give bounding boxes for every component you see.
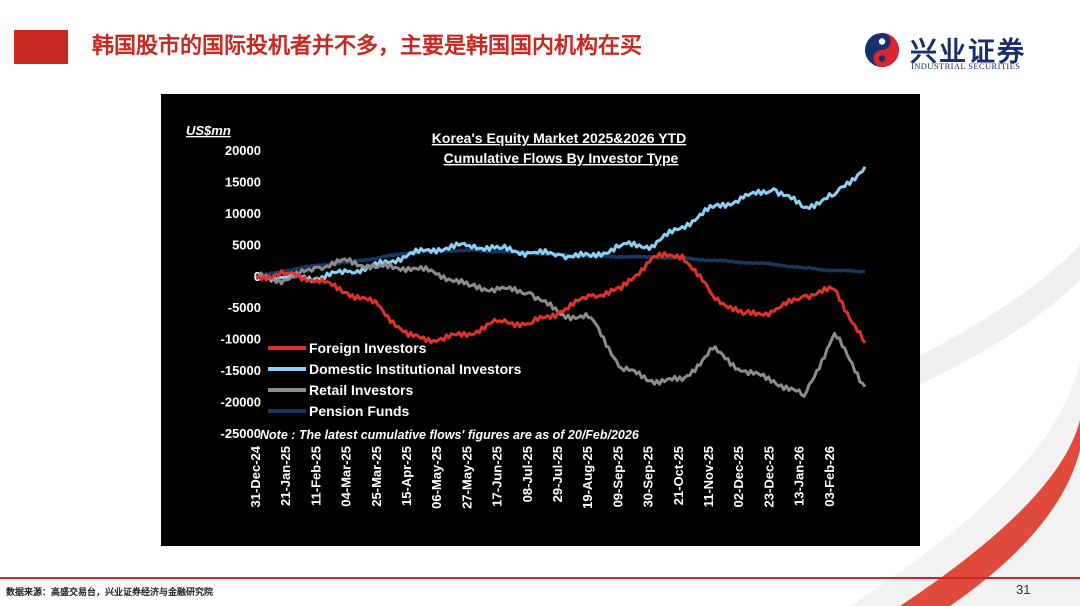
x-tick-label: 25-Mar-25 — [369, 446, 384, 507]
legend-label: Pension Funds — [309, 403, 410, 419]
slide-title: 韩国股市的国际投机者并不多，主要是韩国国内机构在买 — [92, 34, 643, 59]
x-tick-label: 27-May-25 — [459, 446, 474, 509]
x-tick-label: 19-Aug-25 — [580, 446, 595, 509]
x-tick-label: 29-Jul-25 — [550, 446, 565, 502]
x-tick-label: 09-Sep-25 — [610, 446, 625, 507]
x-tick-label: 04-Mar-25 — [339, 446, 354, 507]
x-tick-label: 21-Oct-25 — [671, 446, 686, 505]
y-tick-label: -25000 — [221, 426, 261, 441]
y-tick-label: 15000 — [225, 174, 261, 189]
x-tick-label: 02-Dec-25 — [731, 446, 746, 507]
x-tick-label: 08-Jul-25 — [520, 446, 535, 502]
x-tick-label: 15-Apr-25 — [399, 446, 414, 506]
x-tick-label: 21-Jan-25 — [278, 446, 293, 506]
data-source: 数据来源：高盛交易台，兴业证券经济与金融研究院 — [6, 588, 214, 598]
footer-divider — [0, 577, 1080, 579]
y-tick-label: -15000 — [221, 363, 261, 378]
legend-label: Retail Investors — [309, 382, 413, 398]
chart-title: Korea's Equity Market 2025&2026 YTD — [432, 130, 686, 146]
x-tick-label: 17-Jun-25 — [490, 446, 505, 507]
legend-label: Foreign Investors — [309, 340, 427, 356]
logo-mark-icon — [865, 33, 899, 67]
y-axis-unit: US$mn — [186, 123, 231, 138]
chart-subtitle: Cumulative Flows By Investor Type — [444, 150, 679, 166]
y-tick-label: 5000 — [232, 237, 261, 252]
flows-line-chart: Korea's Equity Market 2025&2026 YTD Cumu… — [186, 123, 867, 509]
legend-label: Domestic Institutional Investors — [309, 361, 522, 377]
x-tick-label: 06-May-25 — [429, 446, 444, 509]
series-line-domestic-institutional-investors — [255, 165, 867, 284]
title-accent-block — [14, 30, 68, 64]
logo-name-cn: 兴业证券 — [910, 37, 1026, 68]
x-tick-label: 11-Nov-25 — [701, 446, 716, 507]
x-tick-label: 11-Feb-25 — [308, 446, 323, 506]
logo-name-en: INDUSTRIAL SECURITIES — [911, 61, 1021, 71]
y-tick-label: -5000 — [228, 300, 261, 315]
chart-panel: Korea's Equity Market 2025&2026 YTD Cumu… — [161, 94, 920, 546]
y-tick-label: 20000 — [225, 143, 261, 158]
y-tick-label: -20000 — [221, 395, 261, 410]
series-line-retail-investors — [255, 257, 867, 398]
chart-note: Note : The latest cumulative flows' figu… — [260, 428, 640, 442]
y-tick-label: 10000 — [225, 206, 261, 221]
x-tick-label: 31-Dec-24 — [248, 445, 263, 507]
y-tick-label: -10000 — [221, 332, 261, 347]
x-tick-label: 30-Sep-25 — [641, 446, 656, 507]
x-tick-label: 13-Jan-26 — [792, 446, 807, 506]
x-tick-label: 03-Feb-26 — [822, 446, 837, 507]
series-line-foreign-investors — [255, 251, 867, 345]
company-logo: 兴业证券 INDUSTRIAL SECURITIES — [864, 30, 1054, 74]
page-number: 31 — [1016, 582, 1031, 597]
x-tick-label: 23-Dec-25 — [761, 446, 776, 507]
